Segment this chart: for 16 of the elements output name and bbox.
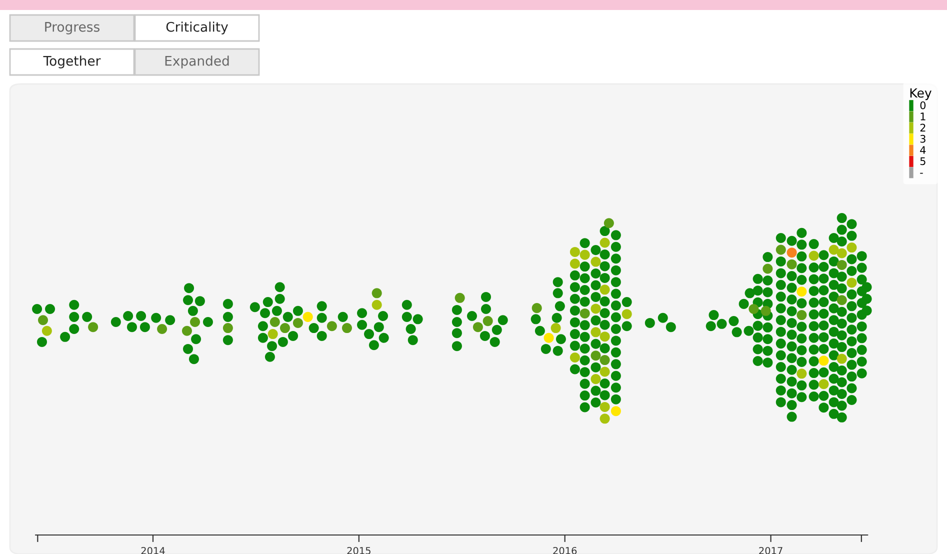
x-tick-label: 2015 bbox=[347, 546, 370, 554]
text: Criticality bbox=[166, 22, 228, 34]
legend-label: 1 bbox=[920, 112, 926, 120]
legend-label: 3 bbox=[920, 134, 926, 143]
legend-label: 4 bbox=[920, 146, 926, 154]
legend-title: Key bbox=[910, 88, 932, 100]
text: Progress bbox=[45, 22, 100, 34]
x-tick-label: 2017 bbox=[759, 546, 782, 554]
legend-label: 2 bbox=[920, 124, 926, 132]
legend-label: 5 bbox=[920, 157, 926, 166]
legend-label: 0 bbox=[920, 101, 926, 110]
x-tick-label: 2014 bbox=[141, 546, 165, 554]
text: Together bbox=[43, 56, 101, 68]
x-tick-label: 2016 bbox=[553, 546, 577, 554]
text: Expanded bbox=[165, 56, 229, 68]
legend-label: - bbox=[920, 172, 923, 174]
